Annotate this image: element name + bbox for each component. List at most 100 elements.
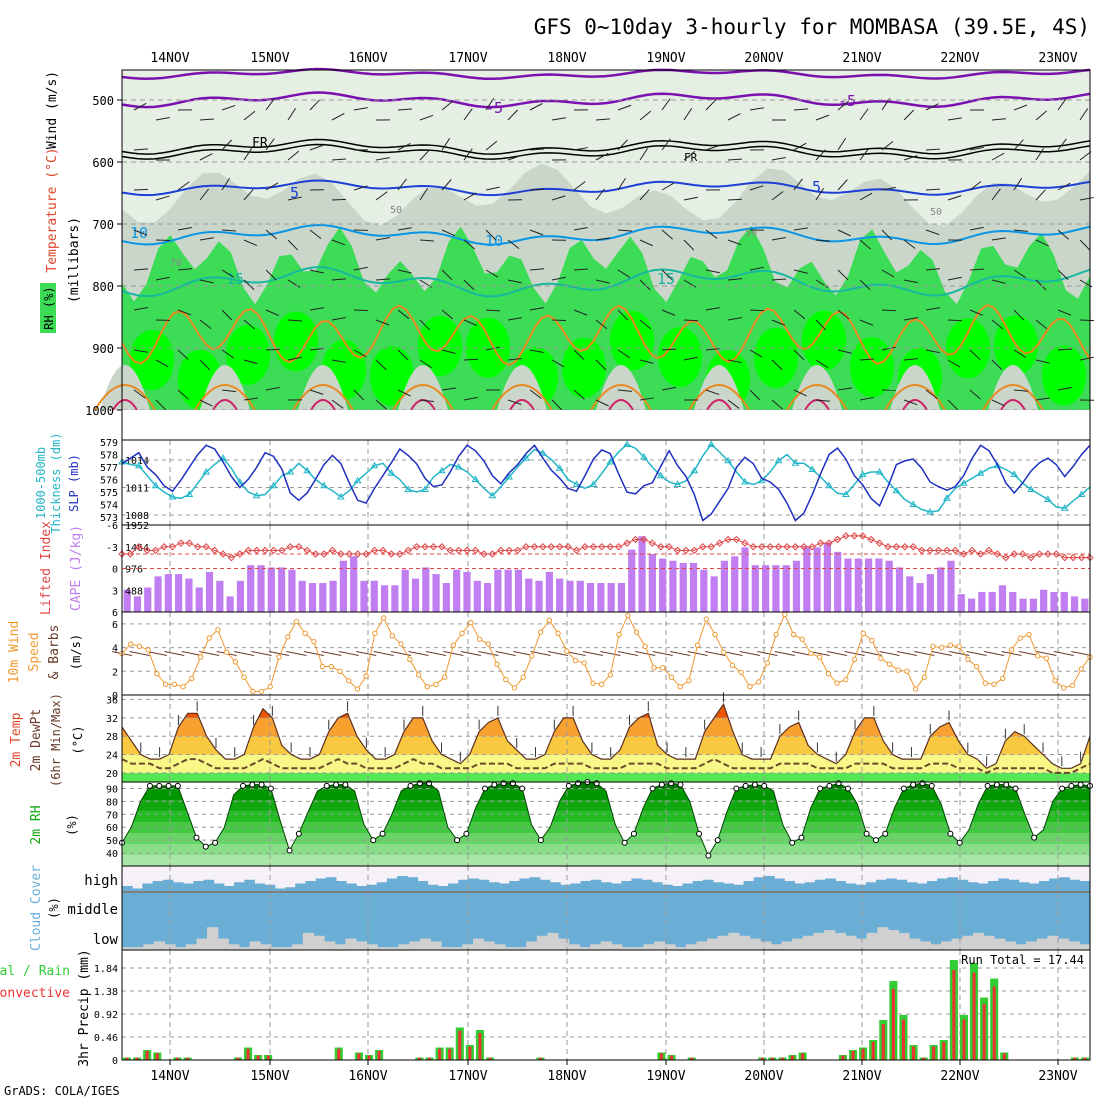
wind10-barb	[251, 651, 272, 656]
thickness-point	[320, 481, 328, 489]
wind-barb	[881, 186, 896, 191]
cape-tick-label: 1952	[125, 521, 149, 532]
wind-barb	[441, 269, 453, 281]
wind-point	[145, 647, 151, 653]
wind-barb	[177, 227, 192, 231]
cape-bar	[947, 560, 955, 612]
wind-point	[860, 630, 866, 637]
label-wind10-2: Speed	[27, 632, 42, 671]
wind-barb	[837, 309, 850, 320]
wind-barb	[155, 359, 169, 368]
cape-bar	[648, 554, 656, 612]
wind-barb	[1035, 279, 1047, 291]
label-cloud-unit: (%)	[47, 897, 61, 919]
pressure-tick-label: 900	[92, 342, 114, 356]
li-point	[219, 550, 227, 558]
rh-bright-cell	[1042, 345, 1086, 406]
wind10-barb	[530, 651, 551, 656]
wind-point	[834, 680, 840, 686]
thickness-point	[875, 468, 884, 475]
cloud-high-bar	[947, 877, 959, 891]
cape-bar	[288, 569, 296, 612]
cape-bar	[617, 583, 626, 612]
precip-conv-bar	[1002, 1053, 1006, 1060]
li-point	[1069, 553, 1077, 562]
cape-bar	[360, 580, 368, 612]
cape-bar	[195, 587, 203, 612]
cloud-low-bar	[143, 944, 155, 950]
date-label-bottom: 22NOV	[940, 1069, 979, 1084]
cloud-low-bar	[738, 935, 751, 950]
pressure-tick-label: 500	[92, 94, 114, 108]
wind-barb	[551, 195, 566, 201]
wind-barb	[793, 142, 807, 151]
wind-point	[503, 676, 509, 683]
cloud-high-bar	[988, 881, 999, 891]
thickness-point	[202, 468, 211, 475]
thickness-line	[121, 443, 1091, 513]
wind-point	[1017, 635, 1023, 641]
rh-point	[379, 830, 386, 837]
wind-barb	[595, 399, 609, 407]
cloud-low-bar	[845, 935, 857, 950]
precip-conv-bar	[135, 1057, 139, 1060]
wind-barb	[1057, 386, 1072, 391]
precip-conv-bar	[659, 1053, 663, 1060]
wind-barb	[617, 349, 630, 359]
rh-point	[658, 781, 665, 788]
precip-conv-bar	[861, 1048, 865, 1060]
precip-conv-bar	[851, 1051, 855, 1060]
wind-barb	[727, 239, 742, 246]
wind-barb	[397, 269, 412, 274]
cloud-high-bar	[1018, 882, 1030, 891]
precip-conv-bar	[891, 988, 895, 1060]
cloud-high-bar	[397, 876, 408, 891]
rh-point	[537, 837, 544, 844]
wind-barb	[1079, 319, 1095, 322]
wind-barb	[243, 359, 258, 365]
label-thickness-1: 1000-500mb	[34, 447, 48, 519]
cape-bar	[576, 580, 584, 612]
rh-tick-label: 90	[106, 784, 118, 795]
precip-conv-bar	[780, 1057, 784, 1060]
wind-barb	[837, 137, 847, 151]
rh-dry-tongue	[200, 365, 250, 410]
li-point	[665, 543, 673, 551]
cloud-level-high: high	[84, 873, 118, 889]
wind-barb	[463, 279, 475, 291]
wind-barb	[1013, 389, 1028, 392]
wind-barb	[661, 386, 676, 391]
wind-barb	[705, 229, 718, 239]
dewpt-line	[121, 757, 1091, 774]
wind-barb	[243, 110, 256, 121]
cloud-low-bar	[919, 941, 931, 950]
wind-barb	[815, 359, 829, 368]
cloud-low-bar	[1047, 935, 1059, 950]
precip-conv-bar	[982, 1003, 986, 1060]
pressure-tick-label: 800	[92, 280, 114, 294]
date-label-top: 18NOV	[547, 51, 586, 66]
li-point	[682, 546, 690, 555]
rh-point	[202, 843, 209, 850]
wind-barb	[287, 108, 297, 121]
temp-tick-label: 24	[106, 751, 118, 762]
wind-barb	[199, 279, 214, 284]
cloud-high-bar	[417, 881, 429, 891]
wind-barb	[727, 198, 743, 201]
wind-barb	[991, 152, 1005, 161]
wind-barb	[133, 268, 148, 271]
cape-bar	[205, 571, 214, 612]
cloud-low-bar	[313, 935, 325, 950]
li-tick-label: 0	[112, 565, 118, 576]
wind-barb	[1057, 98, 1067, 111]
cloud-high-bar	[1059, 877, 1071, 891]
wind-speed-line	[121, 613, 1091, 692]
wind-barb	[265, 348, 281, 351]
wind-point	[904, 668, 910, 674]
wind-barb	[287, 356, 302, 361]
wind10-barb	[181, 651, 202, 656]
isotherm-25	[884, 384, 946, 411]
li-point	[859, 532, 867, 540]
rh-band	[122, 855, 1090, 866]
